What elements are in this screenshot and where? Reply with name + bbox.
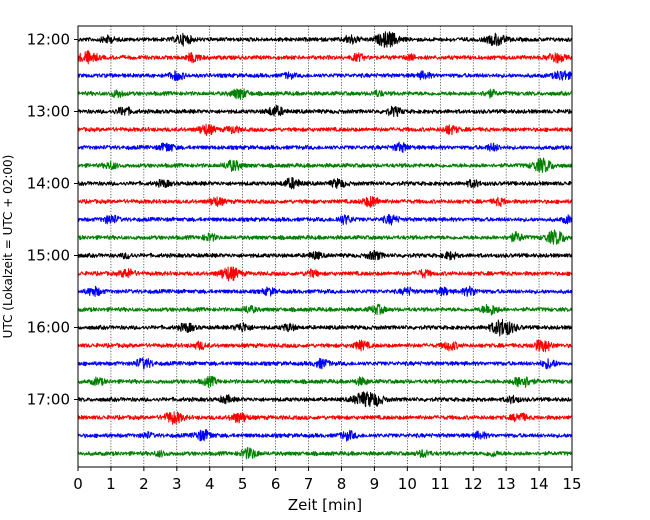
trace-row-17:45 [77,447,573,460]
trace-row-14:15 [77,195,573,208]
x-tick-label: 9 [370,475,380,493]
trace-row-17:00 [77,391,573,408]
x-tick-label: 13 [497,475,516,493]
x-tick-label: 1 [106,475,116,493]
plot-frame [77,25,573,468]
x-tick-label: 14 [530,475,549,493]
trace-row-16:00 [77,318,573,337]
x-tick-label: 15 [562,475,581,493]
trace-rows [77,31,573,460]
x-tick-label: 7 [304,475,314,493]
x-tick-label: 3 [172,475,182,493]
y-tick-label: 16:00 [27,319,70,337]
y-axis-ticks: 12:00 13:00 14:00 15:00 16:00 17:00 [27,31,78,409]
trace-row-16:30 [77,357,573,370]
trace-row-13:30 [77,141,573,154]
trace-row-12:15 [77,50,573,65]
trace-row-13:00 [77,104,573,118]
x-axis-title: Zeit [min] [288,496,362,514]
trace-row-17:30 [77,429,573,442]
trace-row-16:45 [77,375,573,388]
trace-row-14:45 [77,229,573,245]
trace-row-12:30 [77,70,573,82]
trace-row-15:30 [77,285,573,297]
y-tick-label: 15:00 [27,247,70,265]
x-tick-label: 4 [205,475,215,493]
trace-row-15:15 [77,266,573,282]
trace-row-17:15 [77,411,573,425]
trace-row-13:45 [77,157,573,174]
x-tick-label: 0 [73,475,83,493]
x-tick-label: 6 [271,475,281,493]
y-tick-label: 17:00 [27,391,70,409]
y-axis-title: UTC (Lokalzeit = UTC + 02:00) [1,155,15,339]
y-tick-label: 13:00 [27,103,70,121]
trace-row-12:45 [77,88,573,100]
x-tick-label: 12 [464,475,483,493]
trace-row-16:15 [77,339,573,353]
trace-row-15:45 [77,303,573,316]
trace-row-14:30 [77,213,573,226]
y-tick-label: 14:00 [27,175,70,193]
trace-row-15:00 [77,249,573,261]
trace-row-14:00 [77,176,573,190]
x-tick-label: 11 [431,475,450,493]
x-tick-label: 10 [398,475,417,493]
x-axis-ticks: 0 1 2 3 4 5 6 7 8 9 10 11 12 13 14 15 [73,467,582,493]
x-tick-label: 2 [139,475,149,493]
trace-row-13:15 [77,123,573,136]
grid-lines [110,26,540,467]
x-tick-label: 8 [337,475,347,493]
trace-row-12:00 [77,31,573,48]
y-tick-label: 12:00 [27,31,70,49]
x-tick-label: 5 [238,475,248,493]
